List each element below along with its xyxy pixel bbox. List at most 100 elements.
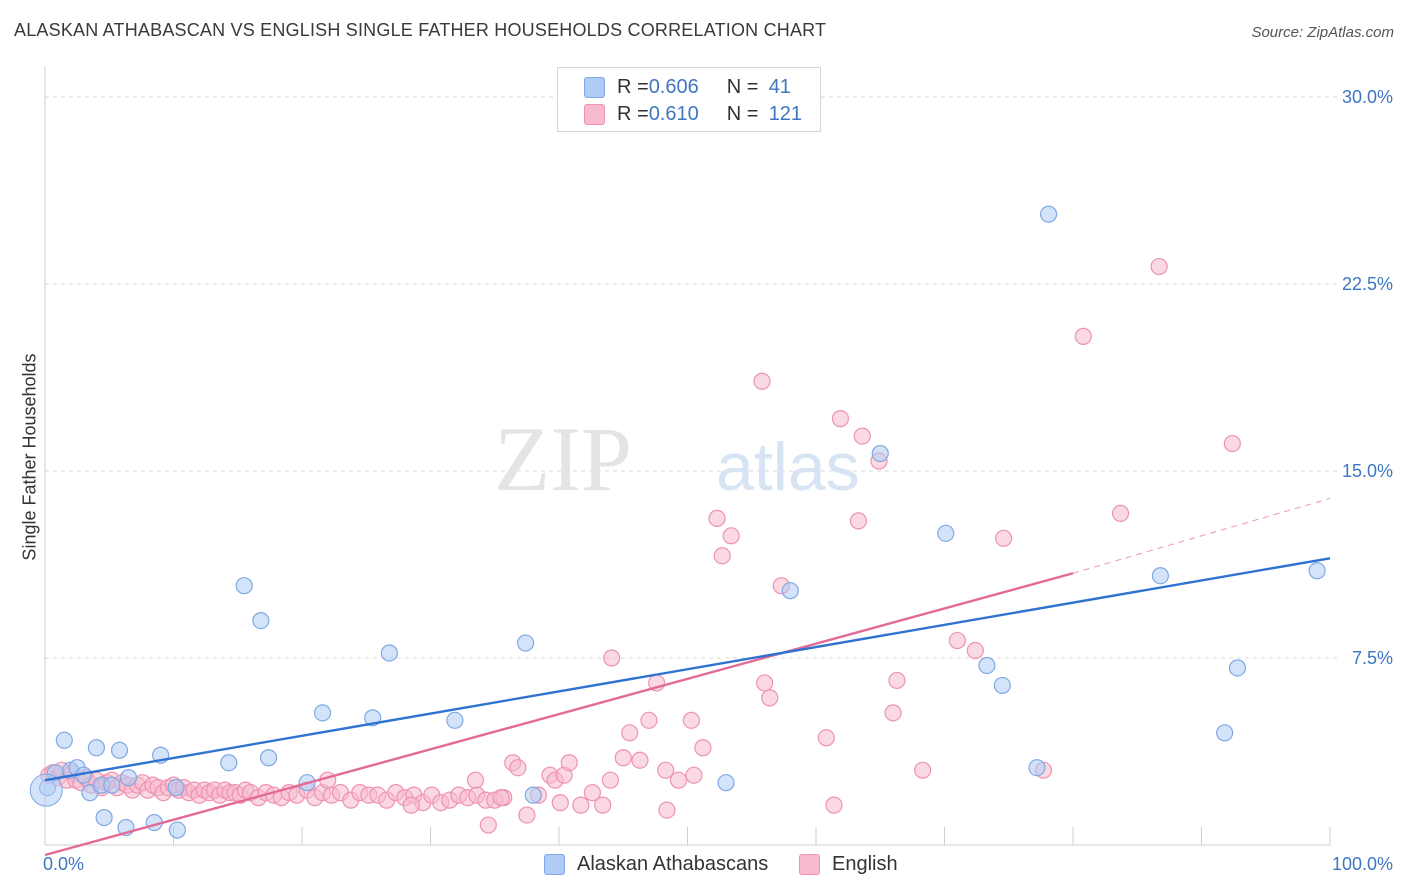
athabascan-point — [110, 741, 129, 759]
english-point — [853, 427, 871, 445]
english-point — [583, 784, 602, 802]
athabascan-point — [1228, 659, 1247, 677]
athabascan-point — [446, 711, 464, 729]
athabascan-point-large — [29, 773, 63, 807]
english-point — [594, 796, 612, 814]
english-point — [621, 724, 639, 742]
english-point — [572, 796, 590, 814]
english-point — [694, 739, 712, 757]
legend-r-label: R = — [617, 102, 649, 125]
trend-lines — [44, 497, 1331, 857]
athabascan-point — [717, 774, 735, 792]
athabascan-point — [168, 821, 186, 839]
english-point — [685, 766, 703, 784]
legend-label: Alaskan Athabascans — [577, 853, 769, 875]
athabascan-point — [937, 524, 955, 542]
y-tick-label: 22.5% — [1342, 274, 1393, 294]
english-point — [658, 801, 676, 819]
english-point — [1150, 257, 1168, 276]
x-tick-label: 0.0% — [43, 854, 84, 874]
watermark-atlas: atlas — [716, 429, 860, 505]
y-tick-label: 7.5% — [1352, 648, 1393, 668]
english-point — [466, 771, 485, 789]
english-point — [825, 796, 843, 814]
english-point — [849, 512, 868, 530]
legend-item-athabascans[interactable]: Alaskan Athabascans — [544, 853, 768, 876]
english-point — [601, 771, 620, 789]
english-point — [492, 789, 510, 807]
english-point — [669, 771, 688, 789]
english-point — [1111, 504, 1130, 522]
legend-swatch-blue — [584, 76, 605, 98]
athabascan-point — [380, 644, 398, 662]
legend-r-value: 0.610 — [648, 102, 699, 125]
athabascan-point — [781, 582, 799, 600]
legend-row-athabascan: R = 0.606 N = 41 — [584, 75, 791, 99]
english-point — [995, 529, 1013, 547]
watermark: ZIP atlas — [494, 408, 860, 510]
athabascan-point — [1308, 562, 1326, 580]
x-tick-label: 100.0% — [1332, 854, 1393, 874]
y-tick-label: 15.0% — [1342, 461, 1393, 481]
athabascan-point — [1028, 759, 1046, 777]
legend-n-label: N = — [726, 102, 759, 125]
english-point — [966, 641, 984, 660]
athabascan-point — [313, 704, 332, 722]
watermark-zip: ZIP — [494, 408, 632, 510]
legend-r-value: 0.606 — [648, 75, 699, 98]
english-point — [640, 711, 658, 729]
english-point — [614, 749, 632, 767]
athabascan-point — [235, 577, 253, 595]
english-point — [722, 527, 740, 545]
athabascan-points — [29, 205, 1326, 839]
chart-title: ALASKAN ATHABASCAN VS ENGLISH SINGLE FAT… — [14, 20, 827, 40]
english-point — [948, 631, 966, 650]
axes — [44, 66, 1331, 846]
english-point — [1223, 434, 1241, 453]
athabascan-point — [87, 739, 106, 757]
english-point — [888, 671, 906, 690]
english-point — [509, 759, 527, 777]
legend-n-value: 121 — [768, 102, 803, 125]
english-point — [755, 674, 774, 692]
legend-label: English — [832, 853, 898, 875]
english-point — [657, 761, 675, 779]
y-axis-label: Single Father Households — [19, 353, 40, 561]
gridlines — [45, 96, 1338, 659]
athabascan-point — [1151, 567, 1169, 585]
legend-swatch-blue — [544, 854, 565, 875]
legend-r-label: R = — [617, 75, 649, 98]
english-point — [831, 410, 850, 428]
legend-item-english[interactable]: English — [799, 853, 898, 876]
english-point — [560, 754, 578, 772]
tick-labels: 7.5% 15.0% 22.5% 30.0% 0.0% 100.0% — [43, 87, 1393, 874]
english-point — [761, 689, 779, 707]
english-point — [518, 806, 536, 824]
athabascan-point — [978, 656, 996, 675]
english-point — [603, 649, 621, 667]
athabascan-point — [220, 754, 238, 772]
athabascan-point — [55, 731, 73, 749]
athabascan-point — [167, 779, 185, 797]
english-point — [708, 509, 726, 527]
english-point — [914, 761, 932, 779]
english-point — [402, 796, 420, 814]
athabascan-point — [1039, 205, 1058, 223]
athabascan-point — [1216, 724, 1234, 742]
english-point — [884, 704, 902, 722]
athabascan-point — [119, 769, 138, 787]
y-tick-label: 30.0% — [1342, 87, 1393, 107]
athabascan-point — [259, 749, 278, 767]
english-point — [817, 729, 835, 747]
athabascan-point — [524, 786, 542, 804]
athabascan-point — [95, 808, 113, 827]
english-point — [1074, 327, 1092, 345]
legend-n-label: N = — [726, 75, 759, 98]
english-points — [40, 257, 1241, 834]
legend-n-value: 41 — [768, 75, 791, 98]
athabascan-point — [871, 444, 889, 463]
correlation-legend: R = 0.606 N = 41 R = 0.610 N = 121 — [557, 67, 821, 132]
series-legend: Alaskan Athabascans English — [0, 851, 1406, 879]
english-trend-extension — [1072, 497, 1331, 574]
english-point — [753, 372, 771, 390]
